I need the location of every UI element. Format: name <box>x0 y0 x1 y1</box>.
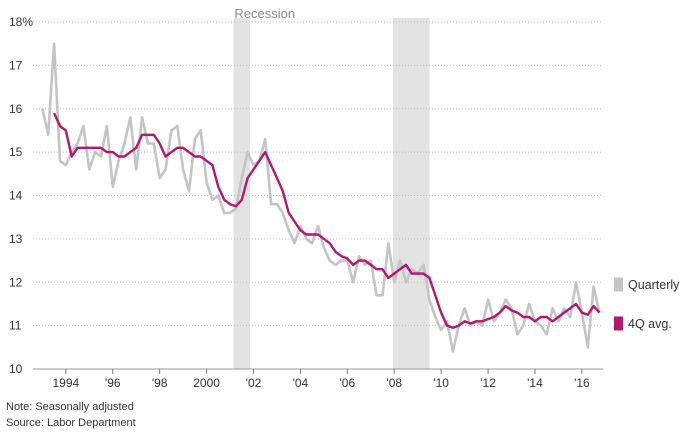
x-tick-label-2006: '06 <box>340 376 356 390</box>
x-tick-label-2008: '08 <box>386 376 402 390</box>
x-tick-label-2002: '02 <box>246 376 262 390</box>
x-tick-label-2000: 2000 <box>193 376 220 390</box>
note-seasonally-adjusted: Note: Seasonally adjusted <box>6 401 134 413</box>
legend-swatch-1 <box>614 316 623 331</box>
legend-swatch-0 <box>614 277 623 292</box>
y-tick-label-12: 12 <box>9 275 23 289</box>
y-tick-label-17: 17 <box>9 58 23 72</box>
x-tick-label-2010: '10 <box>433 376 449 390</box>
x-tick-label-2004: '04 <box>293 376 309 390</box>
recession-label: Recession <box>234 6 295 21</box>
x-tick-label-2016: '16 <box>574 376 590 390</box>
gridlines <box>33 21 603 370</box>
legend: Quarterly 4Q avg. <box>614 277 680 331</box>
recession-band-0 <box>233 18 250 369</box>
y-tick-label-18: 18% <box>9 15 33 29</box>
legend-label-0: Quarterly <box>628 278 680 292</box>
x-tick-label-1996: '96 <box>105 376 121 390</box>
y-axis-ticks: 10 11 12 13 14 15 16 17 18% <box>9 15 33 376</box>
x-tick-label-1994: 1994 <box>52 376 79 390</box>
y-tick-label-16: 16 <box>9 102 23 116</box>
recession-band-1 <box>393 18 430 369</box>
note-source: Source: Labor Department <box>6 417 136 429</box>
y-tick-label-13: 13 <box>9 232 23 246</box>
recession-bands <box>233 18 430 369</box>
series-line-4q-avg <box>53 112 601 329</box>
y-tick-label-15: 15 <box>9 145 23 159</box>
y-tick-label-11: 11 <box>9 319 22 333</box>
series-line-quarterly <box>41 42 601 353</box>
x-tick-label-1998: '98 <box>152 376 168 390</box>
y-tick-label-10: 10 <box>9 362 23 376</box>
legend-label-1: 4Q avg. <box>628 317 672 331</box>
series-lines <box>41 42 601 353</box>
x-tick-label-2012: '12 <box>480 376 496 390</box>
x-axis-ticks: 1994 '96 '98 2000 '02 '04 '06 '08 '10 '12 '14 '16 <box>33 368 603 390</box>
y-tick-label-14: 14 <box>9 189 23 203</box>
x-tick-label-2014: '14 <box>527 376 543 390</box>
